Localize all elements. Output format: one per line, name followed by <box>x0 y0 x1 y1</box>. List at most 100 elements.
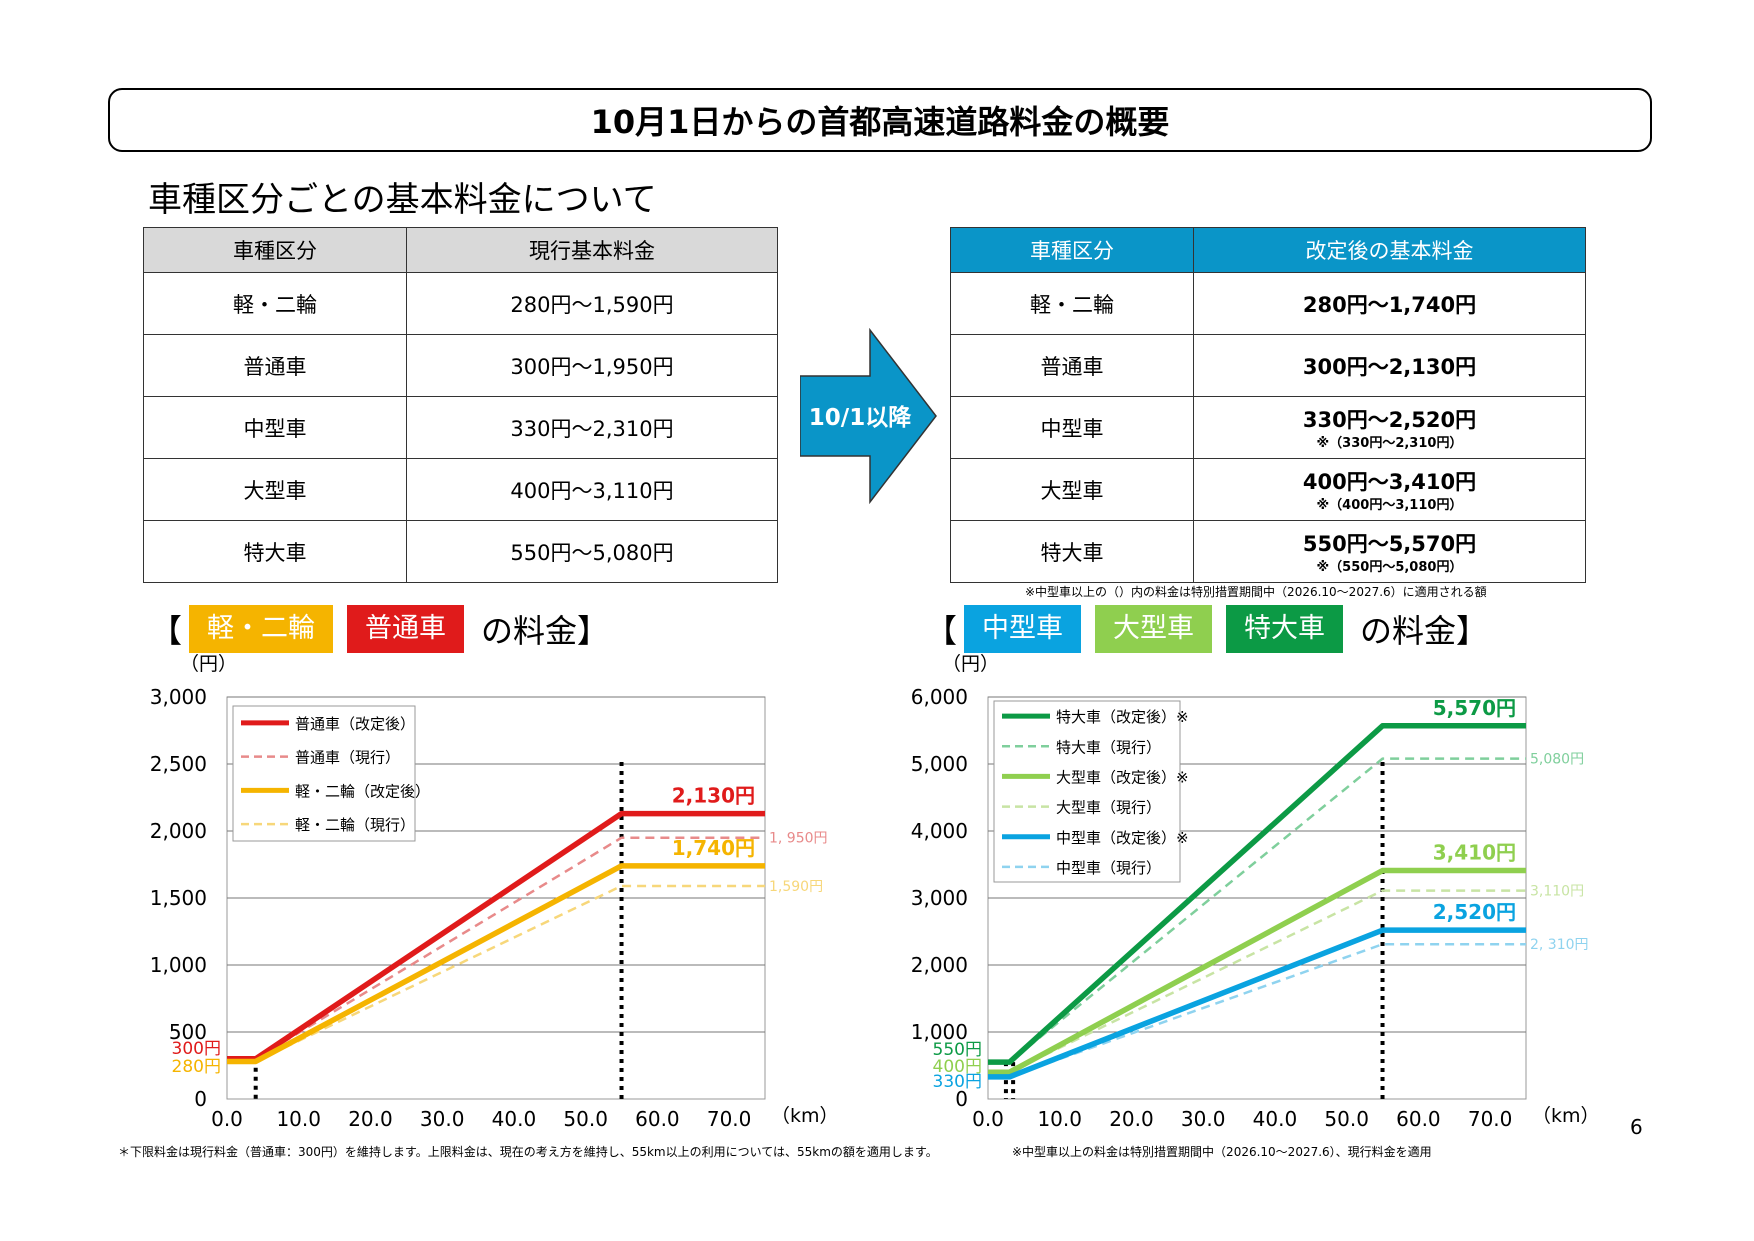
legend-label: 軽・二輪（現行） <box>295 816 415 834</box>
column-header: 改定後の基本料金 <box>1193 227 1586 273</box>
y-tick-label: 500 <box>169 1020 207 1044</box>
x-tick-label: 10.0 <box>1037 1107 1082 1131</box>
vehicle-type-cell: 中型車 <box>950 396 1194 459</box>
footnote-left: ＊下限料金は現行料金（普通車：300円）を維持します。上限料金は、現在の考え方を… <box>118 1145 938 1159</box>
chip-futsu: 普通車 <box>347 605 465 653</box>
column-header: 現行基本料金 <box>406 227 778 273</box>
y-tick-label: 1,500 <box>150 886 207 910</box>
series-line <box>227 863 765 1065</box>
column-header: 車種区分 <box>950 227 1194 273</box>
table-row: 中型車 330円～2,310円 <box>143 396 778 459</box>
y-tick-label: 4,000 <box>911 819 968 843</box>
table-row: 普通車 300円～1,950円 <box>143 334 778 397</box>
fee-cell: 300円～1,950円 <box>406 334 778 397</box>
y-tick-label: 2,000 <box>911 953 968 977</box>
end-value-label: 2,130円 <box>672 784 755 808</box>
end-value-label: 3,410円 <box>1433 841 1516 865</box>
legend-label: 特大車（改定後）※ <box>1056 708 1189 726</box>
y-axis-unit: （円） <box>942 653 999 675</box>
y-tick-label: 5,000 <box>911 752 968 776</box>
table-row: 中型車 330円～2,520円 ※（330円～2,310円） <box>950 396 1586 459</box>
fee-cell: 300円～2,130円 <box>1193 334 1586 397</box>
page-title: 10月1日からの首都高速道路料金の概要 <box>108 88 1652 152</box>
bracket-open: 【 <box>925 612 958 650</box>
vehicle-type-cell: 軽・二輪 <box>950 272 1194 335</box>
vehicle-type-cell: 特大車 <box>950 520 1194 583</box>
left-chart-heading: 【 軽・二輪 普通車 の料金】 <box>150 605 609 653</box>
legend-label: 中型車（現行） <box>1056 859 1161 877</box>
table-row: 特大車 550円～5,080円 <box>143 520 778 583</box>
end-value-label: 1,590円 <box>769 879 823 895</box>
x-tick-label: 60.0 <box>1396 1107 1441 1131</box>
special-fee-note: ※（330円～2,310円） <box>1316 436 1463 451</box>
x-tick-label: 70.0 <box>707 1107 752 1131</box>
table-row: 普通車 300円～2,130円 <box>950 334 1586 397</box>
end-value-label: 3,110円 <box>1530 884 1584 900</box>
table-row: 大型車 400円～3,110円 <box>143 458 778 521</box>
start-value-label: 280円 <box>172 1057 221 1077</box>
x-tick-label: 10.0 <box>276 1107 321 1131</box>
legend-label: 普通車（改定後） <box>295 715 415 733</box>
special-fee-note: ※（550円～5,080円） <box>1316 560 1463 575</box>
x-tick-label: 50.0 <box>1324 1107 1369 1131</box>
page-number: 6 <box>1630 1115 1643 1139</box>
y-tick-label: 3,000 <box>911 886 968 910</box>
x-tick-label: 60.0 <box>635 1107 680 1131</box>
x-tick-label: 30.0 <box>420 1107 465 1131</box>
legend-label: 普通車（現行） <box>295 749 400 767</box>
y-tick-label: 1,000 <box>911 1020 968 1044</box>
legend-label: 軽・二輪（改定後） <box>295 782 430 800</box>
fee-cell: 330円～2,310円 <box>406 396 778 459</box>
vehicle-type-cell: 大型車 <box>143 458 407 521</box>
legend-label: 中型車（改定後）※ <box>1056 829 1189 847</box>
footnote-right: ※中型車以上の料金は特別措置期間中（2026.10～2027.6）、現行料金を適… <box>1012 1145 1432 1159</box>
heading-suffix: の料金】 <box>1360 612 1489 650</box>
x-tick-label: 70.0 <box>1468 1107 1513 1131</box>
y-tick-label: 1,000 <box>150 953 207 977</box>
y-tick-label: 0 <box>955 1087 968 1111</box>
vehicle-type-cell: 大型車 <box>950 458 1194 521</box>
fee-cell: 400円～3,110円 <box>406 458 778 521</box>
x-tick-label: 20.0 <box>1109 1107 1154 1131</box>
vehicle-type-cell: 中型車 <box>143 396 407 459</box>
x-tick-label: 0.0 <box>211 1107 243 1131</box>
legend-label: 特大車（現行） <box>1056 738 1161 756</box>
series-line <box>988 889 1526 1074</box>
legend-label: 大型車（現行） <box>1056 799 1161 817</box>
chip-chugata: 中型車 <box>964 605 1082 653</box>
series-line <box>988 723 1526 1065</box>
section-subtitle: 車種区分ごとの基本料金について <box>148 180 657 220</box>
x-tick-label: 0.0 <box>972 1107 1004 1131</box>
x-tick-label: 50.0 <box>563 1107 608 1131</box>
end-value-label: 5,570円 <box>1433 696 1516 720</box>
right-chart-heading: 【 中型車 大型車 特大車 の料金】 <box>925 605 1488 653</box>
end-value-label: 2,520円 <box>1433 900 1516 924</box>
series-line <box>227 836 765 1061</box>
y-tick-label: 6,000 <box>911 685 968 709</box>
legend-box <box>993 700 1181 883</box>
x-tick-label: 40.0 <box>1253 1107 1298 1131</box>
fee-value: 550円～5,570円 <box>1302 532 1477 556</box>
revised-fee-table: 車種区分 改定後の基本料金 軽・二輪 280円～1,740円 普通車 300円～2,… <box>950 227 1586 583</box>
chip-tokudai: 特大車 <box>1226 605 1344 653</box>
vehicle-type-cell: 普通車 <box>143 334 407 397</box>
fee-value: 300円～2,130円 <box>1302 354 1477 379</box>
table-row: 軽・二輪 280円～1,590円 <box>143 272 778 335</box>
chip-ogata: 大型車 <box>1095 605 1213 653</box>
fee-cell: 280円～1,740円 <box>1193 272 1586 335</box>
series-line <box>988 867 1526 1075</box>
chip-kei-nirin: 軽・二輪 <box>189 605 334 653</box>
arrow-right-icon <box>800 328 937 504</box>
legend-label: 大型車（改定後）※ <box>1056 768 1189 786</box>
series-line <box>988 927 1526 1080</box>
bracket-open: 【 <box>150 612 183 650</box>
legend-box <box>232 705 416 842</box>
x-tick-label: 40.0 <box>492 1107 537 1131</box>
table-header-row: 車種区分 改定後の基本料金 <box>950 227 1586 273</box>
y-tick-label: 2,500 <box>150 752 207 776</box>
fee-cell: 280円～1,590円 <box>406 272 778 335</box>
fee-cell: 330円～2,520円 ※（330円～2,310円） <box>1193 396 1586 459</box>
revised-table-note: ※中型車以上の（）内の料金は特別措置期間中（2026.10～2027.6）に適用… <box>1025 585 1487 599</box>
arrow-label: 10/1以降 <box>808 405 912 431</box>
